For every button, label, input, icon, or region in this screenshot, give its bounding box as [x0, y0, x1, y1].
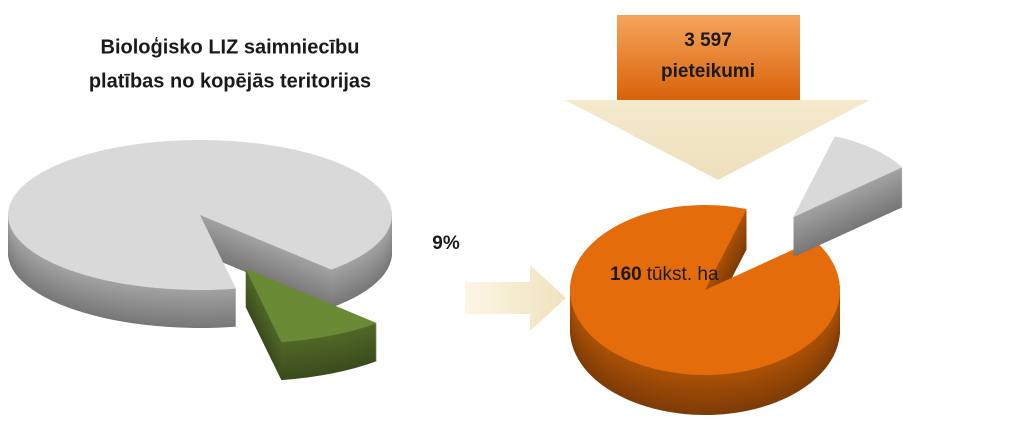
pie-slice [569, 205, 840, 376]
area-unit: tūkst. ha [647, 264, 719, 285]
arrow-right [465, 265, 566, 331]
arrow-number: 3 597 [684, 30, 732, 51]
area-label: 160 tūkst. ha [610, 264, 719, 285]
arrow-box [617, 15, 800, 100]
arrow-text: pieteikumi [661, 61, 755, 82]
title-line: platības no kopējās teritorijas [89, 70, 371, 92]
pie-slice [245, 268, 377, 343]
slice-label: 9% [432, 233, 460, 254]
pie-slice [7, 140, 392, 290]
pies [7, 136, 903, 416]
title-line: Bioloģisko LIZ saimniecību [101, 36, 360, 58]
pie-slice [793, 136, 903, 218]
area-number: 160 [610, 264, 642, 285]
